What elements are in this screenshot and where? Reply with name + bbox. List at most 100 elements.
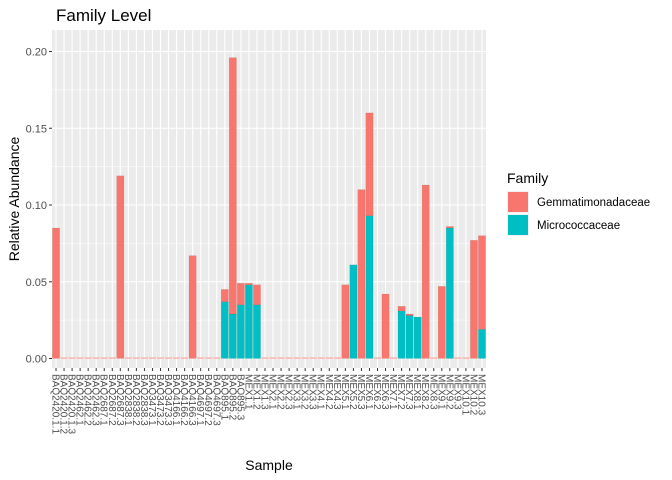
bar-zero bbox=[84, 357, 92, 359]
bar-micrococcaceae bbox=[397, 310, 406, 359]
bar-zero bbox=[132, 357, 141, 359]
bar-zero bbox=[462, 357, 470, 359]
x-tick-label: MEX7.3 bbox=[403, 374, 414, 410]
bar-gemmatimonadaceae bbox=[470, 240, 478, 359]
x-tick-label: MEX3.1 bbox=[291, 374, 302, 410]
x-tick-label: BAQ2687.3 bbox=[114, 374, 125, 426]
bar-gemmatimonadaceae bbox=[381, 293, 390, 359]
legend-items: Gemmatimonadaceae Micrococcaceae bbox=[507, 191, 650, 236]
x-tick-label: BAQ2687.2 bbox=[106, 374, 117, 426]
bar-gemmatimonadaceae bbox=[253, 284, 261, 305]
x-tick-label: BAQ4697.1 bbox=[194, 374, 205, 426]
bar-zero bbox=[309, 357, 317, 359]
bar-zero bbox=[92, 357, 100, 359]
legend-entry-label: Micrococcaceae bbox=[537, 220, 620, 232]
bar-zero bbox=[285, 357, 293, 359]
bar-gemmatimonadaceae bbox=[188, 255, 197, 359]
y-tick-label: 0.10 bbox=[26, 200, 47, 212]
x-tick-label: BAQ2462.2 bbox=[82, 374, 93, 426]
legend-key bbox=[508, 192, 528, 212]
plot-background bbox=[52, 30, 486, 368]
x-tick-label: MEX1.2 bbox=[250, 374, 261, 410]
bar-zero bbox=[205, 357, 213, 359]
bars bbox=[52, 57, 486, 359]
bar-zero bbox=[301, 357, 309, 359]
x-tick-label: MEX5.3 bbox=[355, 374, 366, 410]
bar-gemmatimonadaceae bbox=[365, 112, 374, 216]
bar-zero bbox=[325, 357, 333, 359]
bar-zero bbox=[172, 357, 181, 359]
x-tick-label: BAQ3473.1 bbox=[146, 374, 157, 426]
x-tick-label: BAQ2838.1 bbox=[122, 374, 133, 426]
y-axis-label: Relative Abundance bbox=[6, 137, 22, 262]
x-tick-label: MEX2.2 bbox=[275, 374, 286, 410]
bar-zero bbox=[164, 357, 173, 359]
x-tick-label: BAQ2462.1 bbox=[74, 374, 85, 426]
x-tick-label: MEX6.1 bbox=[363, 374, 374, 410]
x-tick-label: MEX5.2 bbox=[347, 374, 358, 410]
plot-panel bbox=[52, 30, 486, 368]
bar-zero bbox=[333, 357, 341, 359]
x-tick-label: BAQ4166.1 bbox=[170, 374, 181, 426]
bar-zero bbox=[60, 357, 68, 359]
x-tick-label: MEX7.1 bbox=[387, 374, 398, 410]
x-tick-label: MEX9.3 bbox=[451, 374, 462, 410]
bar-zero bbox=[213, 357, 221, 359]
bar-micrococcaceae bbox=[220, 301, 229, 359]
chart-title: Family Level bbox=[56, 6, 151, 25]
x-tick-label: MEX8.1 bbox=[411, 374, 422, 410]
bar-micrococcaceae bbox=[478, 329, 486, 359]
x-tick-label: MEX3.3 bbox=[307, 374, 318, 410]
bar-zero bbox=[317, 357, 325, 359]
bar-zero bbox=[140, 357, 149, 359]
legend-title: Family bbox=[507, 170, 548, 186]
x-tick-label: BAQ4166.2 bbox=[178, 374, 189, 426]
x-tick-label: MEX6.3 bbox=[379, 374, 390, 410]
bar-zero bbox=[197, 357, 205, 359]
x-tick-label: BAQ4697.3 bbox=[210, 374, 221, 426]
bar-micrococcaceae bbox=[349, 264, 358, 359]
bar-zero bbox=[68, 357, 76, 359]
x-tick-label: BAQ2687.1 bbox=[98, 374, 109, 426]
x-tick-label: MEX2.1 bbox=[267, 374, 278, 410]
bar-zero bbox=[389, 357, 398, 359]
x-tick-label: BAQ2462.3 bbox=[90, 374, 101, 426]
x-tick-label: MEX1.3 bbox=[258, 374, 269, 410]
bar-zero bbox=[124, 357, 132, 359]
x-tick-label: MEX1.1 bbox=[242, 374, 253, 410]
x-tick-label: BAQ2838.3 bbox=[138, 374, 149, 426]
x-tick-label: BAQ895.3 bbox=[234, 374, 245, 421]
bar-micrococcaceae bbox=[446, 227, 454, 359]
y-tick-label: 0.00 bbox=[26, 354, 47, 366]
x-tick-label: BAQ895.2 bbox=[226, 374, 237, 421]
x-tick-label: MEX10.2 bbox=[467, 374, 478, 416]
bar-zero bbox=[269, 357, 277, 359]
bar-gemmatimonadaceae bbox=[478, 235, 486, 330]
y-tick-label: 0.05 bbox=[26, 277, 47, 289]
bar-micrococcaceae bbox=[245, 284, 253, 359]
bar-gemmatimonadaceae bbox=[421, 184, 430, 359]
bar-zero bbox=[293, 357, 301, 359]
x-tick-label: MEX6.2 bbox=[371, 374, 382, 410]
bar-micrococcaceae bbox=[253, 304, 261, 359]
bar-zero bbox=[430, 357, 438, 359]
x-tick-label: MEX7.2 bbox=[395, 374, 406, 410]
x-tick-label: BAQ4166.3 bbox=[186, 374, 197, 426]
bar-gemmatimonadaceae bbox=[237, 283, 245, 305]
y-tick-label: 0.20 bbox=[26, 47, 47, 59]
bar-zero bbox=[180, 357, 189, 359]
bar-gemmatimonadaceae bbox=[446, 226, 454, 229]
bar-gemmatimonadaceae bbox=[245, 283, 253, 286]
x-tick-label: BAQ2420.1.2 bbox=[58, 374, 69, 434]
legend: Family Gemmatimonadaceae Micrococcaceae bbox=[507, 170, 650, 236]
bar-micrococcaceae bbox=[413, 316, 422, 359]
x-tick-label: BAQ4697.2 bbox=[202, 374, 213, 426]
bar-zero bbox=[108, 357, 116, 359]
bar-gemmatimonadaceae bbox=[357, 189, 366, 359]
bar-zero bbox=[100, 357, 108, 359]
bar-zero bbox=[454, 357, 462, 359]
x-tick-label: MEX9.1 bbox=[435, 374, 446, 410]
bar-zero bbox=[373, 357, 382, 359]
x-tick-label: BAQ2838.2 bbox=[130, 374, 141, 426]
